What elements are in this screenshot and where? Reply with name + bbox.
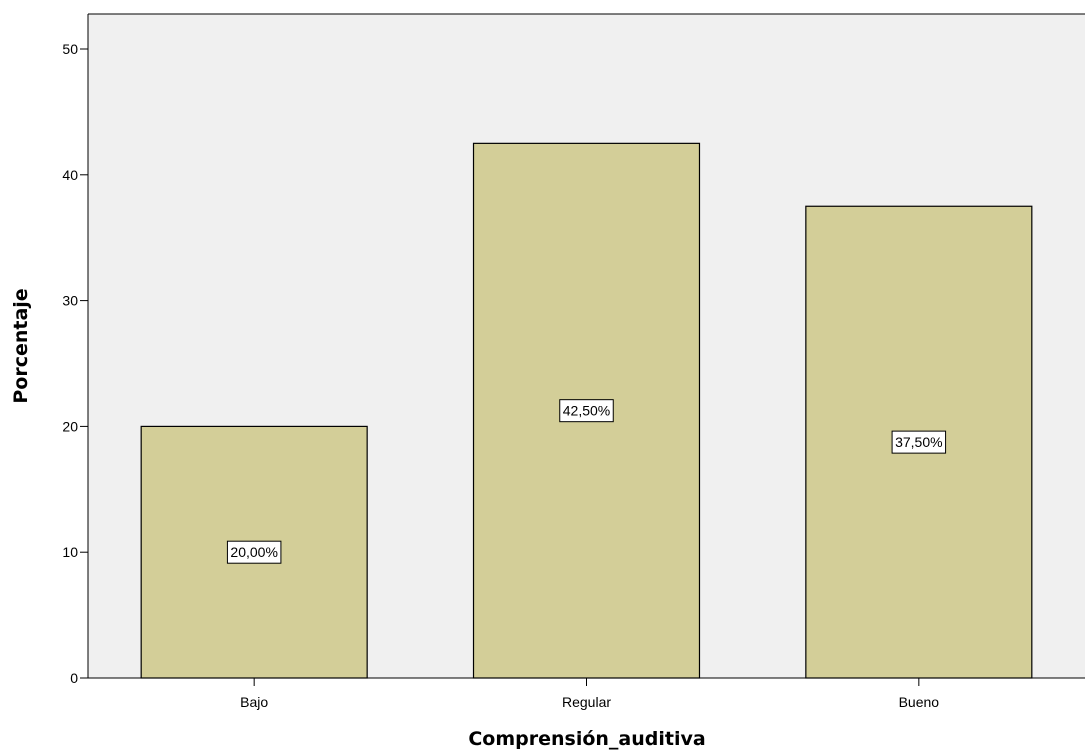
y-tick-label: 0	[70, 670, 78, 686]
data-label-regular: 42,50%	[559, 399, 614, 423]
x-tick-label: Regular	[562, 694, 611, 710]
data-label-text: 20,00%	[230, 544, 277, 560]
bars-layer	[140, 142, 1033, 679]
data-label-text: 42,50%	[563, 403, 610, 419]
x-axis-title: Comprensión_auditiva	[468, 728, 705, 750]
y-tick-label: 30	[62, 293, 78, 309]
data-label-text: 37,50%	[895, 434, 942, 450]
y-ticks-layer: 0 10 20 30 40 50	[62, 41, 88, 686]
data-label-box	[559, 399, 614, 423]
data-labels-layer: 20,00% 42,50% 37,50%	[226, 399, 947, 564]
y-tick-label: 40	[62, 167, 78, 183]
x-tick-label: Bajo	[240, 694, 268, 710]
data-label-bueno: 37,50%	[891, 430, 947, 454]
x-ticks-layer: Bajo Regular Bueno	[240, 678, 939, 710]
data-label-box	[891, 430, 947, 454]
y-tick-label: 10	[62, 544, 78, 560]
data-label-bajo: 20,00%	[226, 540, 282, 564]
y-tick-label: 20	[62, 418, 78, 434]
y-tick-label: 50	[62, 41, 78, 57]
data-label-box	[226, 540, 282, 564]
x-tick-label: Bueno	[899, 694, 940, 710]
y-axis-title: Porcentaje	[10, 288, 32, 403]
